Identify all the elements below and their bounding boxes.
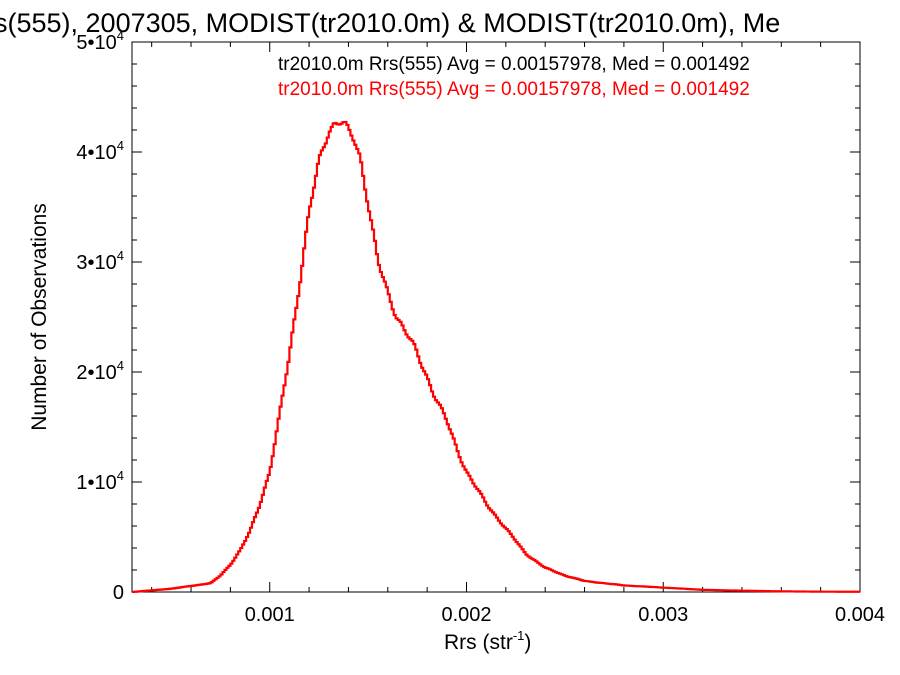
histogram-series-line: [132, 120, 860, 594]
x-axis-label-sup: -1: [513, 628, 525, 643]
x-tick-label: 0.003: [638, 604, 688, 626]
plot-area-frame: [131, 41, 861, 593]
x-axis-label: Rrs (str-1): [444, 628, 531, 654]
x-axis-label-base: Rrs (str: [444, 631, 513, 654]
x-tick-label: 0.004: [835, 604, 885, 626]
x-axis-label-close: ): [524, 631, 531, 654]
y-tick-label: 0: [113, 582, 124, 604]
y-tick-label: 2•104: [76, 358, 124, 384]
annotation-red: tr2010.0m Rrs(555) Avg = 0.00157978, Med…: [278, 79, 750, 100]
x-tick-label: 0.002: [441, 604, 491, 626]
axis-ticks: [132, 41, 861, 593]
y-tick-label: 1•104: [76, 468, 124, 494]
y-tick-label: 3•104: [76, 248, 124, 274]
y-axis-label: Number of Observations: [28, 203, 51, 431]
x-tick-label: 0.001: [245, 604, 295, 626]
y-tick-label: 4•104: [76, 138, 124, 164]
x-tick-labels: 0.001 0.002 0.003 0.004: [245, 604, 885, 626]
chart-title: s(555), 2007305, MODIST(tr2010.0m) & MOD…: [0, 8, 780, 38]
annotation-black: tr2010.0m Rrs(555) Avg = 0.00157978, Med…: [278, 54, 750, 75]
y-tick-labels: 0 1•104 2•104 3•104 4•104 5•104: [76, 28, 124, 604]
y-tick-label: 5•104: [76, 28, 124, 54]
